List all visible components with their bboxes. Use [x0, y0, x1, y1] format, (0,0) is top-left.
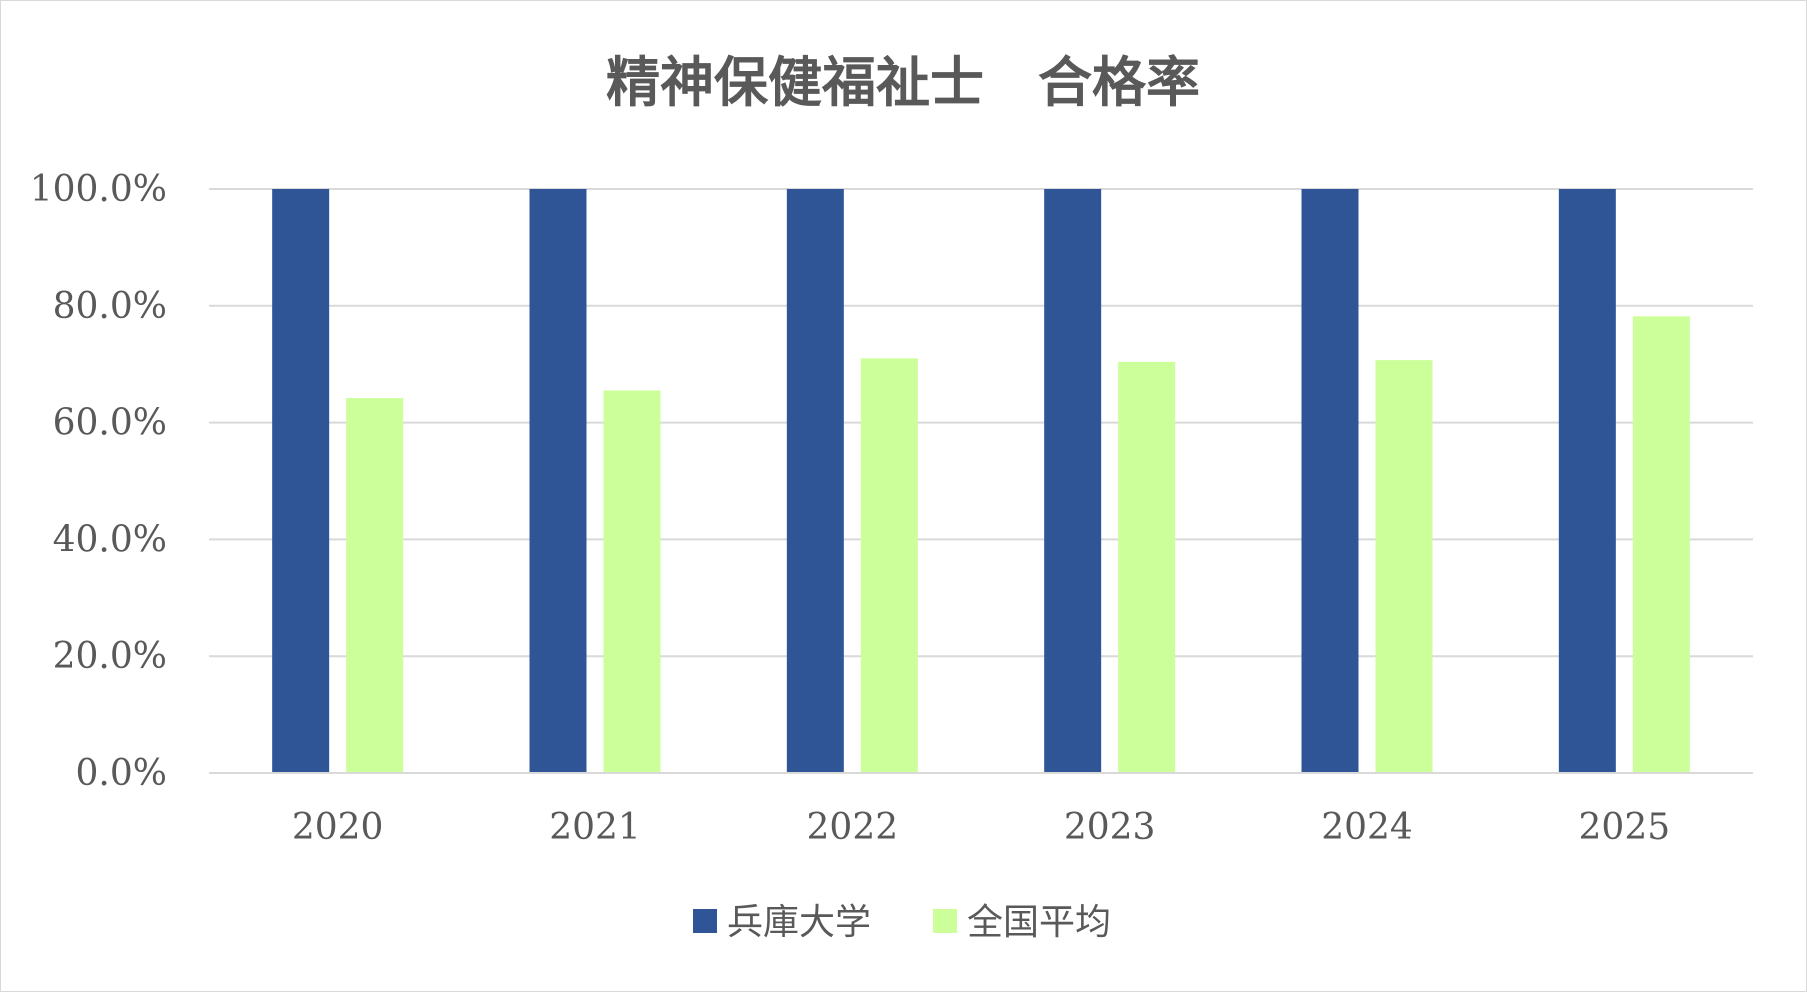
y-tick-label: 40.0%: [53, 519, 167, 560]
x-tick-label: 2025: [1579, 807, 1671, 848]
legend-swatch: [693, 909, 717, 933]
bar-hyogo-univ-2021: [529, 189, 587, 773]
y-tick-label: 20.0%: [53, 636, 167, 677]
gridlines: [209, 188, 1753, 658]
x-tick-label: 2023: [1064, 807, 1156, 848]
legend: 兵庫大学 全国平均: [693, 902, 1111, 943]
bars: [272, 189, 1690, 773]
bar-national-avg-2020: [346, 398, 404, 773]
x-tick-label: 2020: [292, 807, 384, 848]
y-tick-label: 80.0%: [53, 286, 167, 327]
x-tick-label: 2021: [549, 807, 641, 848]
bar-national-avg-2023: [1118, 361, 1176, 773]
legend-label: 全国平均: [967, 902, 1111, 943]
y-tick-label: 100.0%: [30, 169, 167, 210]
legend-label: 兵庫大学: [727, 902, 871, 943]
bar-hyogo-univ-2025: [1558, 189, 1616, 773]
bar-national-avg-2025: [1632, 316, 1690, 773]
y-axis-ticks: 0.0% 20.0% 40.0% 60.0% 80.0% 100.0%: [30, 169, 167, 794]
bar-hyogo-univ-2024: [1301, 189, 1359, 773]
bar-hyogo-univ-2023: [1044, 189, 1102, 773]
x-tick-label: 2022: [807, 807, 899, 848]
bar-hyogo-univ-2020: [272, 189, 330, 773]
bar-national-avg-2024: [1375, 360, 1433, 773]
x-axis-ticks: 2020 2021 2022 2023 2024 2025: [292, 807, 1670, 848]
x-tick-label: 2024: [1321, 807, 1413, 848]
y-tick-label: 0.0%: [76, 753, 167, 794]
bar-national-avg-2021: [603, 390, 661, 773]
y-tick-label: 60.0%: [53, 403, 167, 444]
bar-national-avg-2022: [860, 358, 918, 773]
legend-swatch: [933, 909, 957, 933]
bar-hyogo-univ-2022: [786, 189, 844, 773]
chart-title: 精神保健福祉士 合格率: [606, 51, 1200, 114]
